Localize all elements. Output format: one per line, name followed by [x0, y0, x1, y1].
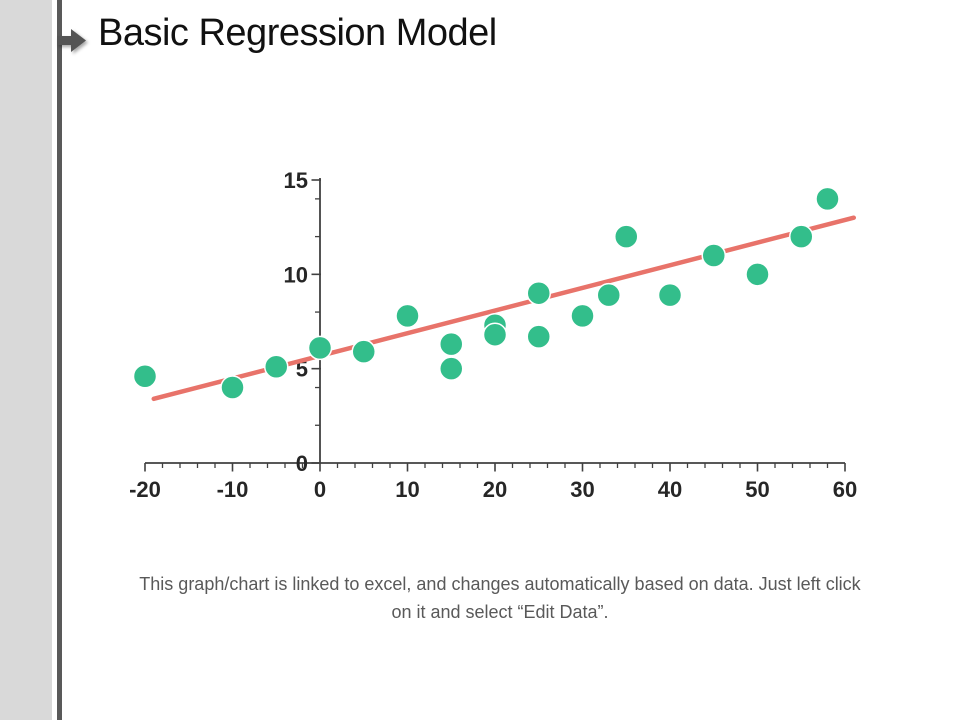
data-point	[789, 224, 814, 249]
data-point	[701, 243, 726, 268]
x-tick-label: 10	[395, 477, 419, 502]
data-point	[614, 224, 639, 249]
data-point	[815, 186, 840, 212]
data-point	[745, 262, 770, 287]
data-point	[570, 303, 595, 329]
y-tick-label: 10	[284, 262, 308, 287]
data-point	[439, 331, 464, 357]
x-tick-label: -20	[129, 477, 161, 502]
data-point	[596, 282, 621, 308]
regression-scatter-chart[interactable]: -20 -10 0 10 20 30 40 50 60 0 5 10 15	[120, 150, 880, 515]
vertical-divider-bar	[57, 0, 62, 720]
trend-line	[151, 215, 856, 402]
left-sidebar-panel	[0, 0, 52, 720]
x-tick-label: 40	[658, 477, 682, 502]
data-point	[220, 375, 245, 400]
data-point	[132, 363, 158, 389]
x-tick-label: 20	[483, 477, 507, 502]
data-point	[351, 339, 376, 364]
x-tick-label: 0	[314, 477, 326, 502]
data-point	[526, 324, 551, 349]
y-tick-label: 0	[296, 451, 308, 476]
data-point	[439, 356, 464, 381]
data-point	[395, 303, 420, 329]
data-point	[264, 354, 289, 380]
data-point	[482, 322, 508, 347]
x-tick-label: 60	[833, 477, 857, 502]
data-point	[526, 280, 551, 306]
chart-caption: This graph/chart is linked to excel, and…	[139, 574, 861, 622]
x-tick-label: 30	[570, 477, 594, 502]
x-tick-label: 50	[745, 477, 769, 502]
y-tick-label: 15	[284, 168, 308, 193]
data-point	[657, 282, 683, 308]
page-title: Basic Regression Model	[98, 12, 497, 54]
data-point	[307, 335, 333, 361]
x-tick-label: -10	[217, 477, 249, 502]
right-arrow-icon	[57, 27, 87, 55]
